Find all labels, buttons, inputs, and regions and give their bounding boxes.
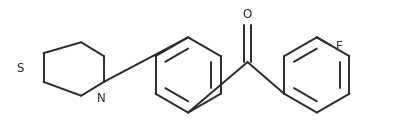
Text: F: F: [335, 40, 342, 53]
Text: S: S: [16, 62, 24, 75]
Text: N: N: [97, 92, 105, 105]
Text: O: O: [243, 8, 252, 22]
